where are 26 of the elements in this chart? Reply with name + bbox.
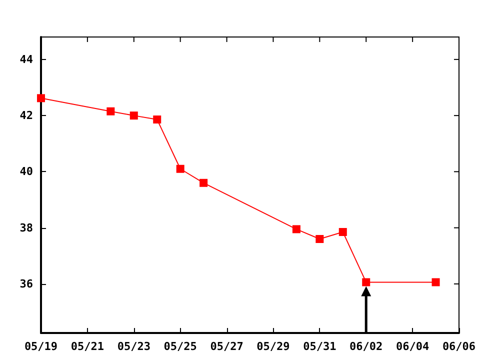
- point: [338, 228, 347, 236]
- x-tick-label: 06/02: [350, 340, 383, 353]
- point: [362, 278, 370, 286]
- point: [316, 235, 324, 244]
- point: [106, 107, 115, 116]
- point: [292, 225, 300, 234]
- x-tick-label: 05/25: [164, 340, 197, 353]
- point: [176, 164, 184, 173]
- x-tick-label: 05/27: [210, 340, 244, 353]
- y-tick-label: 38: [20, 221, 33, 234]
- x-tick-label: 05/31: [303, 340, 337, 353]
- x-tick-label: 06/04: [396, 340, 430, 353]
- point: [432, 278, 440, 286]
- point: [130, 112, 138, 120]
- x-tick-label: 05/23: [117, 340, 150, 353]
- y-tick-label: 42: [20, 109, 33, 122]
- point: [37, 94, 45, 102]
- point: [153, 115, 162, 124]
- x-tick-label: 06/06: [442, 340, 476, 353]
- y-tick-label: 36: [20, 277, 34, 290]
- point: [200, 178, 208, 187]
- x-tick-label: 05/19: [24, 340, 58, 353]
- x-tick-label: 05/21: [70, 340, 104, 353]
- x-tick-label: 05/29: [256, 340, 290, 353]
- y-tick-label: 40: [20, 165, 33, 178]
- y-tick-label: 44: [20, 52, 34, 66]
